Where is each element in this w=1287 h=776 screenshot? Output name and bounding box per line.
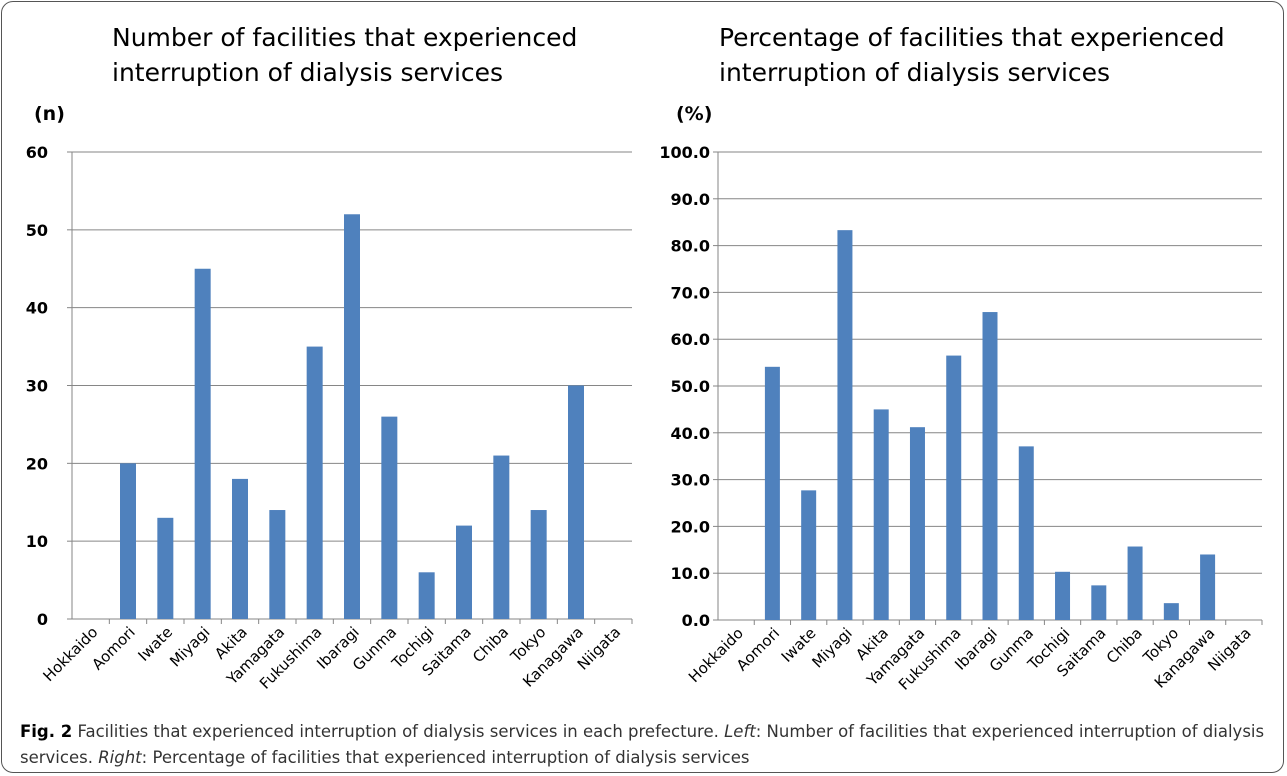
chart-left: Number of facilities that experienced int…: [26, 23, 633, 693]
chart-left-bar-saitama: [456, 525, 472, 619]
chart-right: Percentage of facilities that experience…: [659, 23, 1263, 694]
chart-left-ytick-label: 0: [37, 610, 48, 629]
chart-right-bar-tokyo: [1163, 603, 1179, 620]
chart-left-xtick-label-hokkaido: Hokkaido: [40, 623, 102, 685]
chart-left-bar-akita: [232, 478, 248, 619]
chart-right-ytick-label: 80.0: [671, 237, 710, 256]
chart-right-ytick-label: 0.0: [682, 611, 710, 630]
chart-right-ytick-label: 10.0: [671, 564, 710, 583]
chart-left-bar-aomori: [120, 463, 136, 619]
caption-left-label: Left: [724, 722, 756, 741]
chart-right-ytick-label: 90.0: [671, 190, 710, 209]
figure-caption: Fig. 2 Facilities that experienced inter…: [20, 719, 1270, 771]
chart-left-xtick-label-miyagi: Miyagi: [166, 623, 213, 670]
chart-left-title-line-1: Number of facilities that experienced: [112, 23, 577, 52]
chart-right-bar-yamagata: [909, 427, 925, 620]
chart-right-bar-gunma: [1018, 446, 1034, 620]
chart-right-bar-chiba: [1127, 546, 1143, 620]
chart-left-ytick-label: 10: [26, 532, 48, 551]
chart-left-bar-tokyo: [530, 510, 547, 619]
chart-right-ytick-label: 40.0: [671, 424, 710, 443]
chart-left-bar-yamagata: [269, 510, 286, 619]
chart-right-bar-iwate: [801, 490, 817, 620]
chart-left-title-line-2: interruption of dialysis services: [112, 58, 503, 87]
caption-right-text: : Percentage of facilities that experien…: [141, 748, 750, 767]
chart-right-bar-saitama: [1091, 585, 1107, 620]
chart-right-unit-label: (%): [676, 103, 712, 125]
chart-right-ytick-label: 60.0: [671, 330, 710, 349]
chart-right-bar-tochigi: [1055, 571, 1071, 620]
chart-right-ytick-label: 50.0: [671, 377, 710, 396]
chart-left-xtick-label-chiba: Chiba: [469, 623, 512, 666]
chart-right-xtick-label-hokkaido: Hokkaido: [685, 624, 747, 686]
chart-right-title-line-2: interruption of dialysis services: [719, 58, 1110, 87]
chart-left-bar-tochigi: [418, 572, 435, 619]
chart-right-xtick-label-chiba: Chiba: [1103, 624, 1146, 667]
chart-right-ytick-label: 100.0: [659, 143, 710, 162]
chart-left-bar-miyagi: [194, 268, 211, 619]
chart-right-bar-miyagi: [837, 230, 853, 620]
chart-right-ytick-label: 30.0: [671, 471, 710, 490]
chart-left-bar-iwate: [157, 517, 174, 619]
chart-left-ytick-label: 40: [26, 299, 48, 318]
chart-left-bar-ibaragi: [344, 214, 360, 619]
chart-right-bar-aomori: [764, 366, 780, 620]
chart-right-bar-ibaragi: [982, 312, 998, 620]
caption-fig-label: Fig. 2: [20, 722, 73, 741]
chart-left-unit-label: (n): [34, 103, 65, 125]
chart-right-ytick-label: 20.0: [671, 517, 710, 536]
chart-left-bar-fukushima: [306, 346, 323, 619]
caption-left-text: : Number of facilities that experienced …: [20, 722, 1265, 767]
chart-left-bar-gunma: [381, 416, 398, 619]
chart-left-bar-kanagawa: [568, 385, 584, 619]
chart-left-ytick-label: 60: [26, 143, 48, 162]
caption-right-label: Right: [98, 748, 142, 767]
chart-left-bar-chiba: [493, 455, 510, 619]
chart-right-bar-kanagawa: [1200, 554, 1216, 620]
chart-left-ytick-label: 30: [26, 377, 48, 396]
chart-right-bar-akita: [873, 409, 889, 620]
chart-right-ytick-label: 70.0: [671, 283, 710, 302]
chart-right-title-line-1: Percentage of facilities that experience…: [719, 23, 1225, 52]
chart-left-ytick-label: 50: [26, 221, 48, 240]
chart-left-ytick-label: 20: [26, 454, 48, 473]
caption-main: Facilities that experienced interruption…: [72, 722, 725, 741]
chart-right-bar-fukushima: [946, 355, 962, 620]
chart-right-xtick-label-miyagi: Miyagi: [808, 624, 855, 671]
